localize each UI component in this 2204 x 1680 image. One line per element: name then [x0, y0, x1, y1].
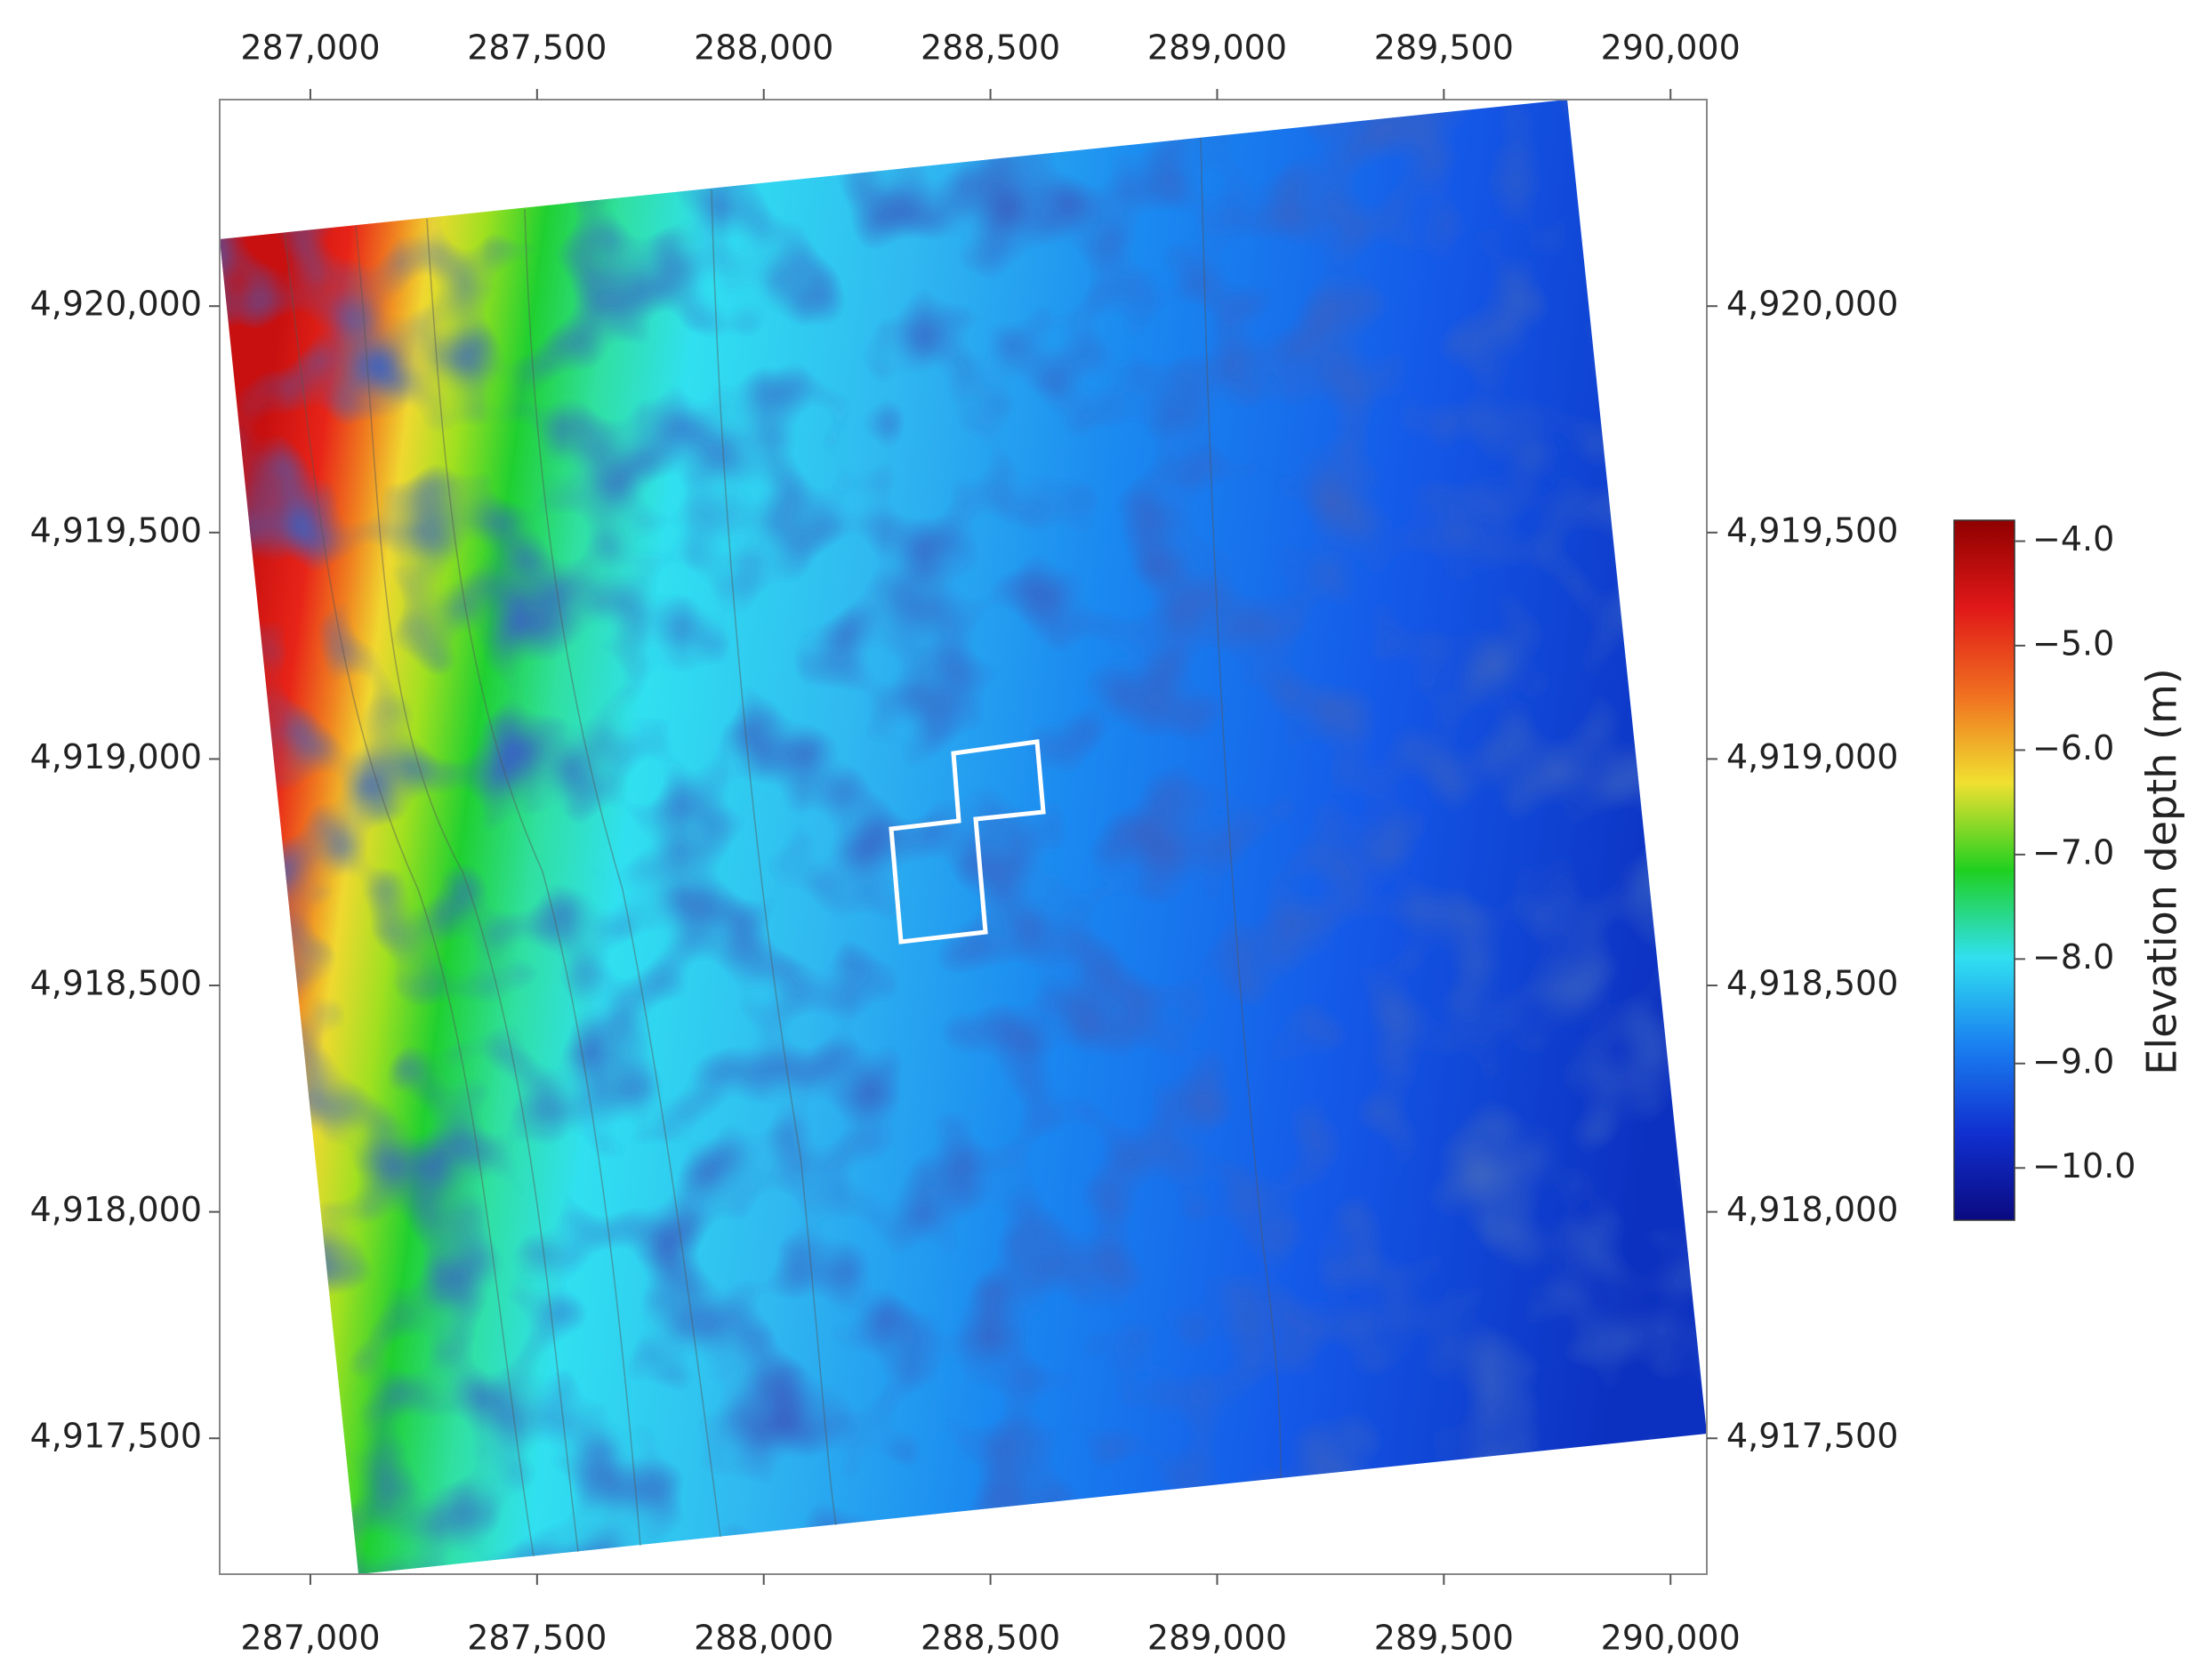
colorbar-tick-label: −9.0 [2032, 1041, 2114, 1081]
y-tick-label-left: 4,919,500 [30, 510, 202, 550]
contour-line [355, 225, 579, 1553]
y-tick-label-right: 4,918,500 [1726, 964, 1898, 1003]
x-tick-label-bottom: 288,000 [694, 1619, 833, 1658]
contours [284, 137, 1282, 1557]
colorbar-tick-label: −10.0 [2032, 1146, 2136, 1186]
colorbar-label: Elevation depth (m) [2138, 668, 2186, 1075]
x-tick-label-bottom: 288,500 [921, 1619, 1060, 1658]
y-tick-label-left: 4,919,000 [30, 737, 202, 776]
x-tick-label-top: 287,000 [240, 28, 380, 68]
colorbar-tick-label: −6.0 [2032, 728, 2114, 768]
x-tick-label-top: 287,500 [467, 28, 607, 68]
y-tick-label-left: 4,918,500 [30, 964, 202, 1003]
study-area-outline [889, 739, 1046, 944]
x-tick-label-bottom: 290,000 [1601, 1619, 1741, 1658]
y-tick-label-right: 4,918,000 [1726, 1190, 1898, 1229]
colorbar-tick-label: −4.0 [2032, 519, 2114, 559]
y-tick-label-left: 4,918,000 [30, 1190, 202, 1229]
contour-line [524, 208, 721, 1538]
y-tick-label-right: 4,919,000 [1726, 737, 1898, 776]
x-tick-label-top: 290,000 [1601, 28, 1741, 68]
contour-line [711, 189, 837, 1526]
x-tick-label-top: 288,000 [694, 28, 833, 68]
x-tick-label-bottom: 287,500 [467, 1619, 607, 1658]
x-tick-label-bottom: 289,000 [1147, 1619, 1287, 1658]
colorbar-tick-label: −5.0 [2032, 623, 2114, 663]
x-tick-label-top: 288,500 [921, 28, 1060, 68]
x-tick-label-bottom: 287,000 [240, 1619, 380, 1658]
contour-line [426, 218, 641, 1547]
contour-line [284, 232, 535, 1557]
y-tick-label-right: 4,919,500 [1726, 510, 1898, 550]
contour-line [1200, 137, 1282, 1479]
x-tick-label-top: 289,500 [1374, 28, 1514, 68]
x-tick-label-bottom: 289,500 [1374, 1619, 1514, 1658]
y-tick-label-left: 4,917,500 [30, 1417, 202, 1456]
colorbar-tick-label: −8.0 [2032, 937, 2114, 977]
colorbar-tick-label: −7.0 [2032, 832, 2114, 872]
y-tick-label-right: 4,917,500 [1726, 1417, 1898, 1456]
field [220, 100, 1707, 1574]
y-tick-label-left: 4,920,000 [30, 285, 202, 324]
plot-frame [219, 99, 1708, 1575]
colorbar [1953, 519, 2015, 1221]
y-tick-label-right: 4,920,000 [1726, 285, 1898, 324]
bathymetry-texture [220, 100, 1707, 1574]
x-tick-label-top: 289,000 [1147, 28, 1287, 68]
